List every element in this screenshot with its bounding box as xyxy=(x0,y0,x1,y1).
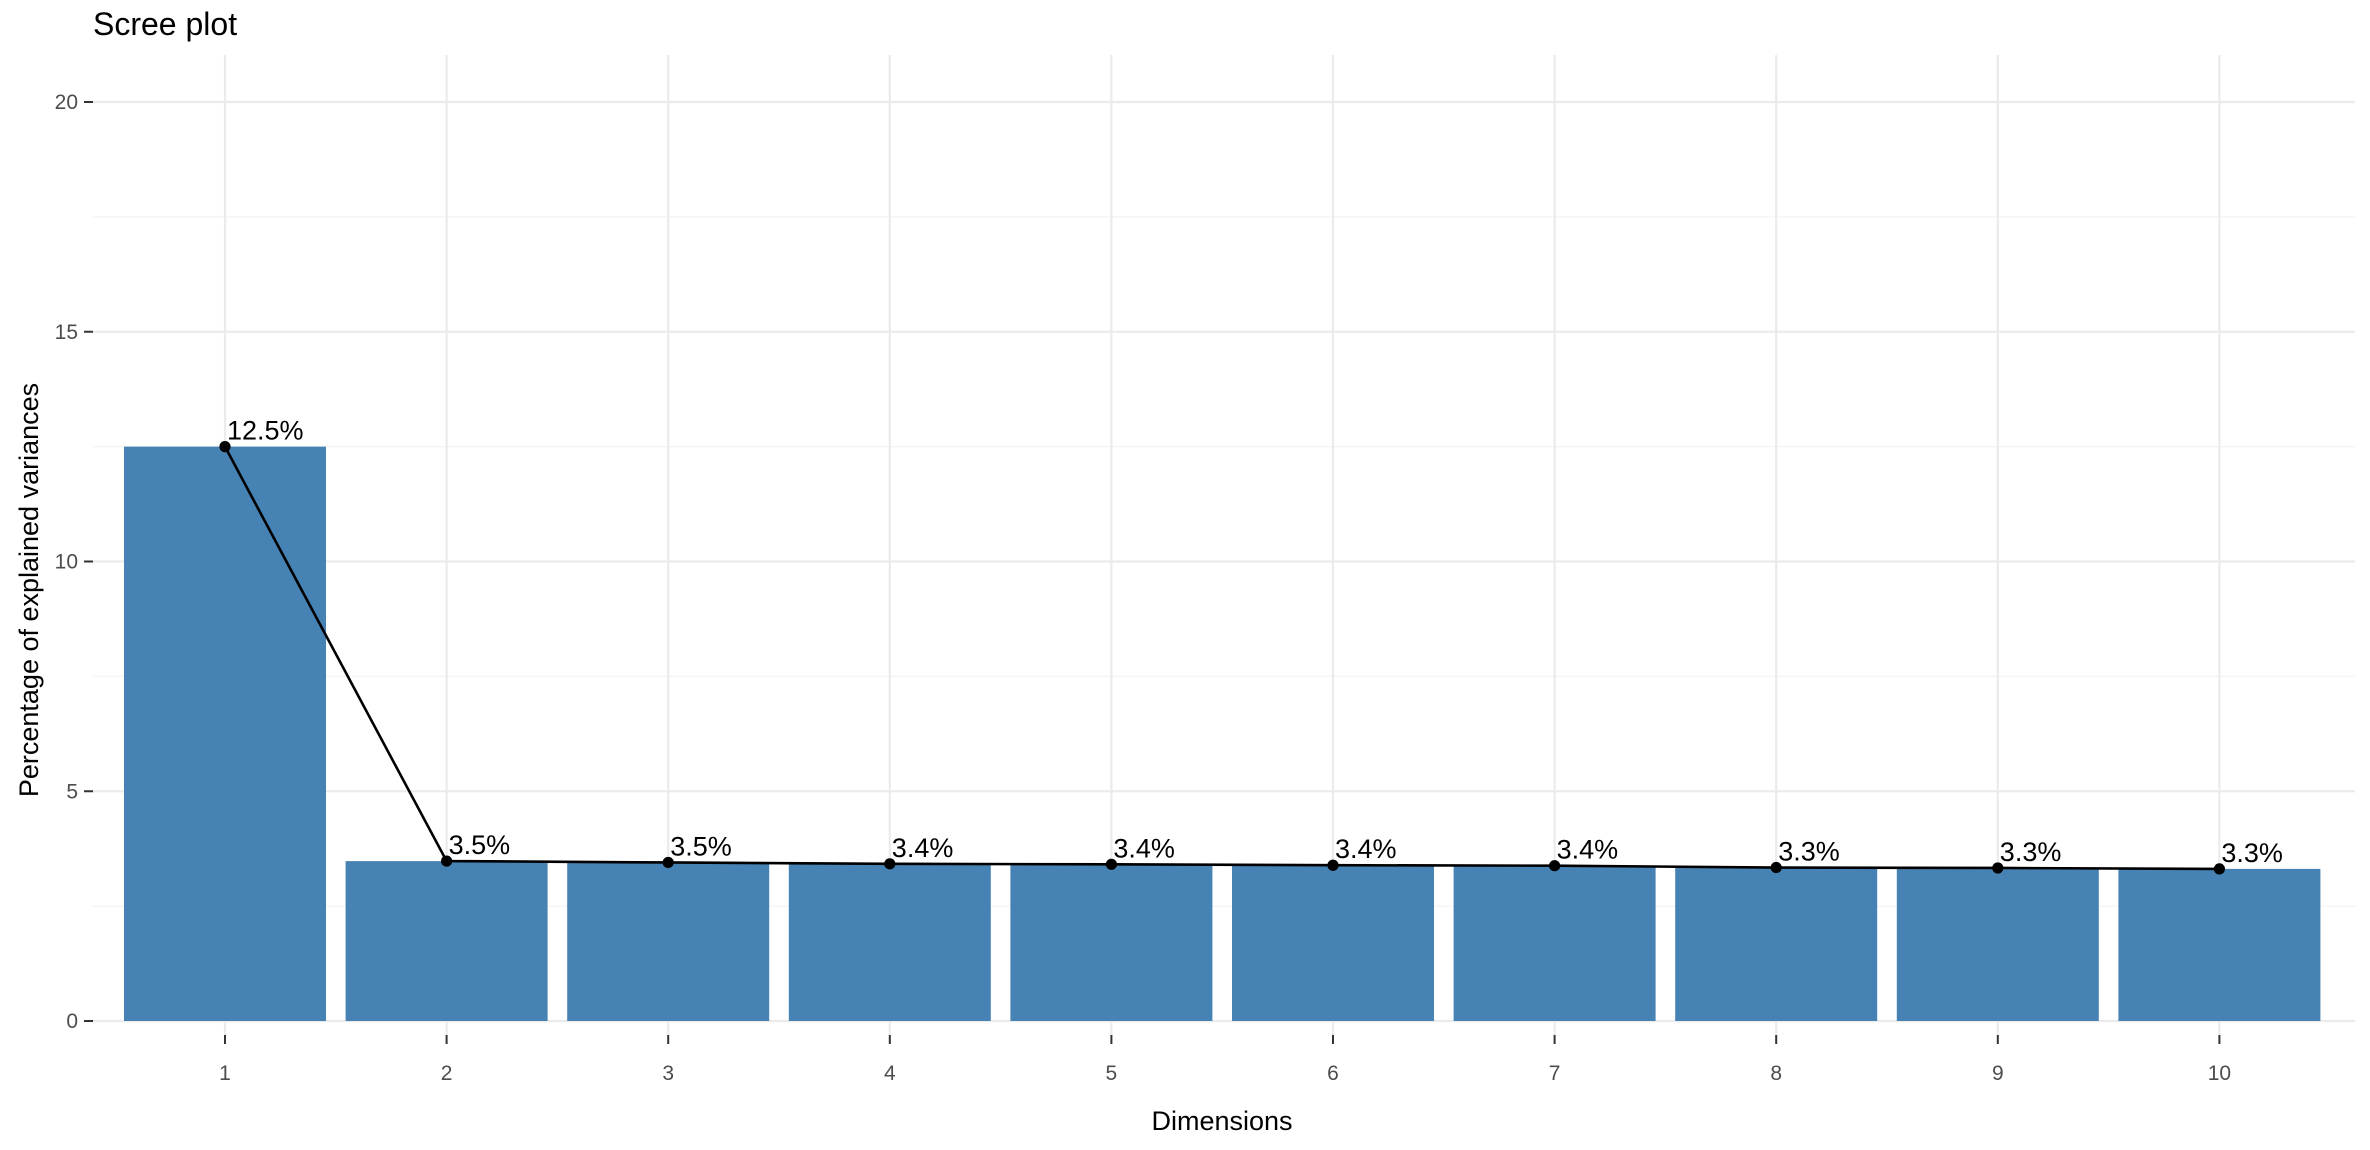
bar-dimension-6 xyxy=(1232,865,1434,1021)
point-dimension-6 xyxy=(1327,859,1339,871)
y-tick-label-1: 5 xyxy=(66,780,78,803)
bar-dimension-4 xyxy=(788,863,991,1021)
variance-line xyxy=(223,446,2220,871)
x-tick-label-2: 2 xyxy=(441,1062,453,1085)
bar-dimension-1 xyxy=(124,446,326,1021)
point-dimension-4 xyxy=(884,858,896,870)
point-dimension-10 xyxy=(2213,863,2225,875)
bar-dimension-2 xyxy=(345,861,548,1021)
bar-dimension-3 xyxy=(567,862,770,1021)
x-tick-label-1: 1 xyxy=(219,1062,231,1085)
x-tick-label-5: 5 xyxy=(1106,1062,1118,1085)
y-tick-label-4: 20 xyxy=(55,91,78,114)
bar-dimension-9 xyxy=(1896,867,2099,1021)
data-label-dimension-10: 3.3% xyxy=(2221,838,2283,868)
data-label-dimension-2: 3.5% xyxy=(449,830,511,860)
data-label-layer: 12.5% 3.5% 3.5% 3.4% 3.4% 3.4% 3.4% 3.3% 3.3% 3.3… xyxy=(227,416,2283,868)
y-tick-label-2: 10 xyxy=(55,551,78,574)
point-dimension-1 xyxy=(219,441,231,453)
x-axis-title: Dimensions xyxy=(1151,1106,1292,1136)
point-dimension-9 xyxy=(1992,862,2004,874)
point-dimension-2 xyxy=(441,855,453,867)
data-label-dimension-7: 3.4% xyxy=(1557,835,1619,865)
bar-dimension-7 xyxy=(1453,865,1656,1021)
y-tick-label-0: 0 xyxy=(66,1010,78,1033)
data-label-dimension-1: 12.5% xyxy=(227,416,304,446)
data-label-dimension-6: 3.4% xyxy=(1335,834,1397,864)
chart-title: Scree plot xyxy=(93,6,237,42)
x-tick-label-3: 3 xyxy=(662,1062,674,1085)
x-tick-label-10: 10 xyxy=(2208,1062,2231,1085)
bar-dimension-8 xyxy=(1675,867,1878,1021)
x-tick-label-6: 6 xyxy=(1327,1062,1339,1085)
data-label-dimension-3: 3.5% xyxy=(670,831,732,861)
data-label-dimension-9: 3.3% xyxy=(2000,837,2062,867)
point-dimension-5 xyxy=(1105,858,1117,870)
data-label-dimension-4: 3.4% xyxy=(892,833,954,863)
line-layer xyxy=(223,446,2220,871)
axis-layer: 0 5 10 15 20 1 2 3 4 5 6 7 8 9 10 xyxy=(55,91,2231,1085)
point-dimension-3 xyxy=(662,856,674,869)
bar-dimension-5 xyxy=(1010,864,1213,1021)
data-label-dimension-8: 3.3% xyxy=(1778,837,1840,867)
x-tick-label-4: 4 xyxy=(884,1062,896,1085)
bar-dimension-10 xyxy=(2118,868,2321,1021)
point-layer xyxy=(219,441,2225,875)
x-tick-label-9: 9 xyxy=(1992,1062,2004,1085)
point-dimension-7 xyxy=(1549,860,1561,872)
bar-layer xyxy=(124,446,2321,1021)
x-tick-label-8: 8 xyxy=(1770,1062,1782,1085)
y-axis-title: Percentage of explained variances xyxy=(14,383,44,797)
x-tick-label-7: 7 xyxy=(1549,1062,1561,1085)
y-tick-label-3: 15 xyxy=(55,321,78,344)
point-dimension-8 xyxy=(1770,861,1782,874)
data-label-dimension-5: 3.4% xyxy=(1113,833,1175,863)
